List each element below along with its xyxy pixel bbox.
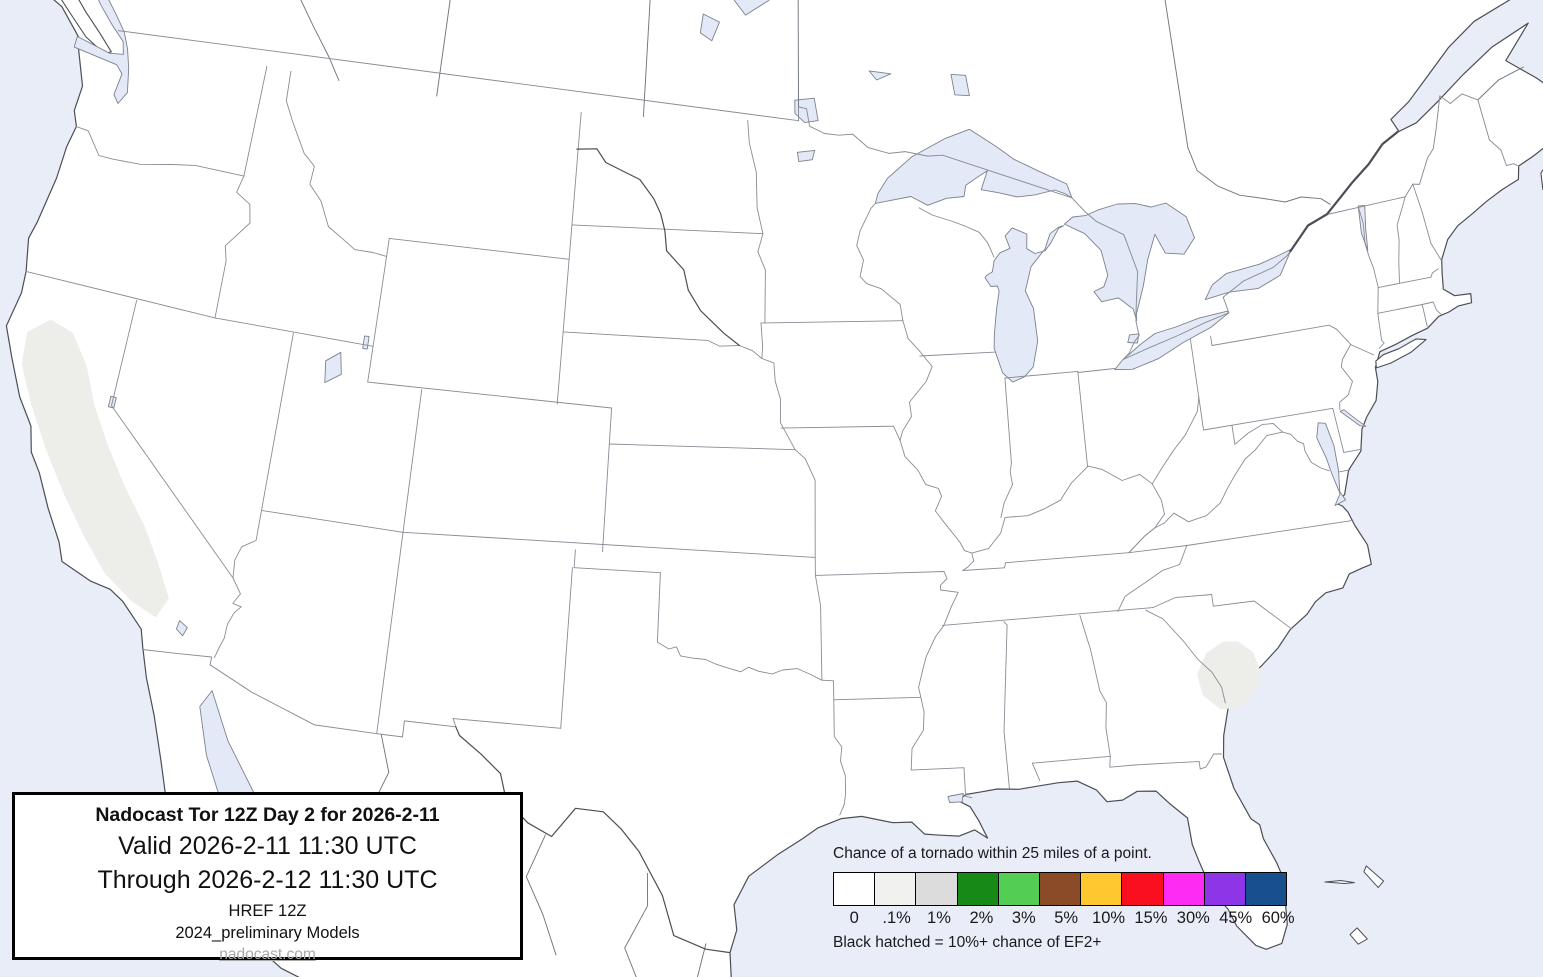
model-set-label: 2024_preliminary Models xyxy=(175,924,360,942)
rio-grande xyxy=(455,726,731,954)
andros-island xyxy=(1349,927,1368,945)
forecast-title-box: Nadocast Tor 12Z Day 2 for 2026-2-11 Val… xyxy=(12,792,523,963)
legend-label: 5% xyxy=(1054,909,1079,927)
st-lawrence-river xyxy=(1289,130,1399,253)
valid-time: Valid 2026-2-11 11:30 UTC xyxy=(118,832,417,860)
legend-swatch-60% xyxy=(1245,872,1288,906)
nova-scotia xyxy=(1540,168,1543,191)
lake-huron xyxy=(1063,202,1195,321)
lake-champlain xyxy=(1357,205,1369,251)
lake-erie xyxy=(1114,310,1230,370)
lake-manitoba xyxy=(699,13,720,42)
lake-nipigon xyxy=(950,73,970,97)
salton-sea xyxy=(175,620,188,637)
legend-hatched-note: Black hatched = 10%+ chance of EF2+ xyxy=(833,934,1102,951)
puget-sound-strait-of-georgia xyxy=(73,0,130,104)
legend-label: 1% xyxy=(927,909,951,927)
great-salt-lake xyxy=(324,351,342,384)
province-borders-layer xyxy=(300,0,1524,977)
legend-swatch-2% xyxy=(956,872,999,906)
chesapeake-bay xyxy=(1316,422,1347,506)
legend-heading: Chance of a tornado within 25 miles of a… xyxy=(833,845,1152,862)
legend-swatch-45% xyxy=(1203,872,1247,906)
through-time: Through 2026-2-12 11:30 UTC xyxy=(97,866,438,894)
rivers-layer xyxy=(455,130,1399,954)
lake-st-clair xyxy=(1127,333,1140,344)
legend-swatch-30% xyxy=(1162,872,1206,906)
legend-label: .1% xyxy=(882,909,911,927)
legend-swatch-3% xyxy=(997,872,1041,906)
model-run-label: HREF 12Z xyxy=(228,902,307,920)
legend-label: 30% xyxy=(1176,909,1210,927)
long-island xyxy=(1375,338,1427,369)
legend-swatch-.1% xyxy=(874,872,917,906)
legend-swatch-10% xyxy=(1080,872,1123,906)
legend-swatch-row xyxy=(833,872,1303,906)
probability-legend: Chance of a tornado within 25 miles of a… xyxy=(833,845,1303,952)
red-lake xyxy=(796,149,816,163)
legend-label-row: 0 .1% 1% 2% 3% 5% 10% 15% 30% 45% 60% xyxy=(833,909,1303,928)
legend-label: 10% xyxy=(1092,909,1126,927)
legend-swatch-5% xyxy=(1039,872,1082,906)
abaco-island xyxy=(1363,865,1385,889)
legend-label: 15% xyxy=(1134,909,1168,927)
legend-swatch-0 xyxy=(833,872,876,906)
missouri-river xyxy=(576,148,740,347)
legend-label: 0 xyxy=(849,909,859,927)
state-borders-layer xyxy=(25,65,1442,816)
international-borders-layer xyxy=(117,30,1520,738)
forecast-title: Nadocast Tor 12Z Day 2 for 2026-2-11 xyxy=(95,804,440,826)
legend-label: 2% xyxy=(969,909,994,927)
lake-superior xyxy=(874,128,1073,206)
risk-area-central-california xyxy=(21,319,169,618)
lake-michigan xyxy=(984,225,1065,383)
risk-area-layer xyxy=(21,319,1261,709)
lake-pontchartrain xyxy=(947,793,964,803)
lac-seul xyxy=(868,70,892,81)
legend-label: 45% xyxy=(1219,909,1253,927)
legend-swatch-1% xyxy=(915,872,958,906)
legend-label: 3% xyxy=(1011,909,1036,927)
grand-bahama-island xyxy=(1324,880,1355,884)
delaware-bay xyxy=(1339,409,1367,427)
legend-swatch-15% xyxy=(1121,872,1164,906)
risk-area-south-carolina-coast xyxy=(1197,641,1261,709)
lake-winnipeg xyxy=(733,0,770,16)
legend-label: 60% xyxy=(1261,909,1295,927)
nadocast-link[interactable]: nadocast.com xyxy=(219,946,316,963)
lake-ontario xyxy=(1204,248,1292,301)
